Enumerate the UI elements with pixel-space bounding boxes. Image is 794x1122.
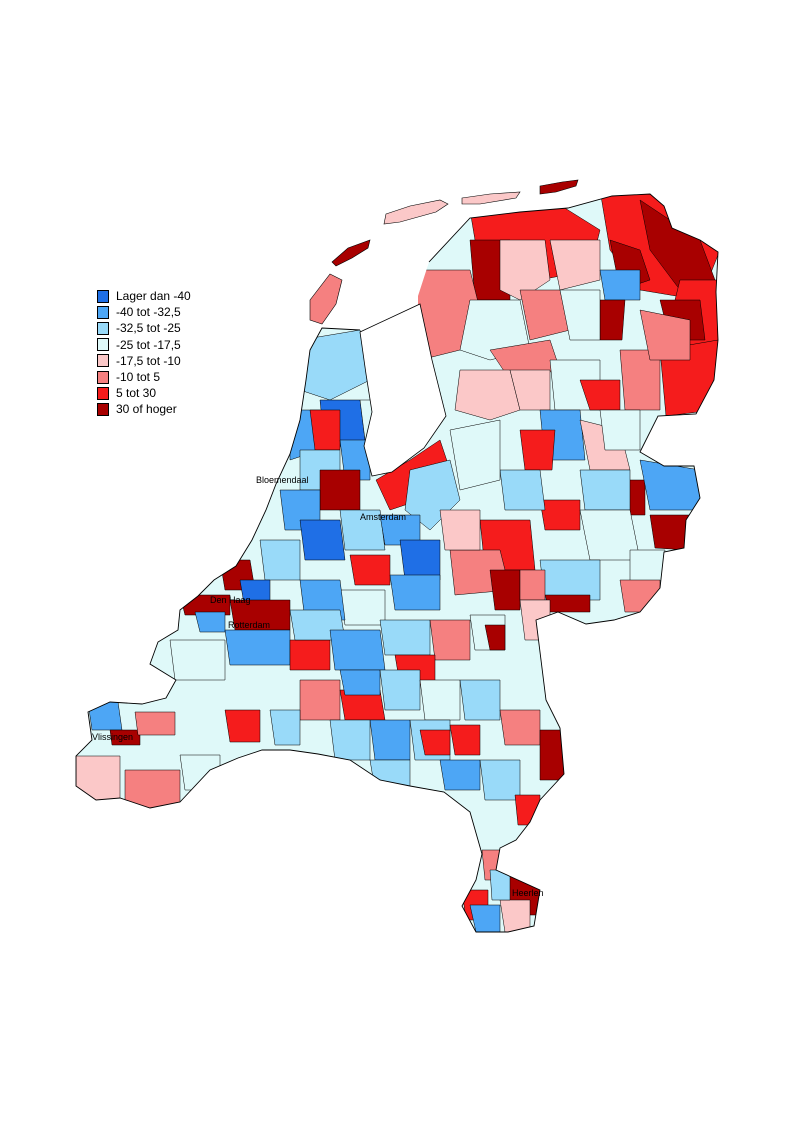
legend-label: -10 tot 5 bbox=[116, 370, 161, 385]
legend-item: -32,5 tot -25 bbox=[97, 320, 191, 336]
legend-swatch bbox=[97, 338, 109, 352]
legend: Lager dan -40 -40 tot -32,5 -32,5 tot -2… bbox=[97, 288, 191, 418]
legend-label: -40 tot -32,5 bbox=[116, 305, 181, 320]
label-amsterdam: Amsterdam bbox=[360, 512, 406, 522]
label-bloemendaal: Bloemendaal bbox=[256, 475, 309, 485]
legend-swatch bbox=[97, 370, 109, 384]
legend-item: 30 of hoger bbox=[97, 401, 191, 417]
legend-label: 30 of hoger bbox=[116, 402, 177, 417]
legend-swatch bbox=[97, 305, 109, 319]
legend-label: Lager dan -40 bbox=[116, 289, 191, 304]
label-heerlen: Heerlen bbox=[512, 888, 544, 898]
legend-swatch bbox=[97, 386, 109, 400]
legend-swatch bbox=[97, 289, 109, 303]
label-vlissingen: Vlissingen bbox=[92, 732, 133, 742]
label-rotterdam: Rotterdam bbox=[228, 620, 270, 630]
legend-swatch bbox=[97, 321, 109, 335]
legend-label: -32,5 tot -25 bbox=[116, 321, 181, 336]
legend-item: -25 tot -17,5 bbox=[97, 337, 191, 353]
legend-swatch bbox=[97, 402, 109, 416]
legend-item: -10 tot 5 bbox=[97, 369, 191, 385]
legend-label: -25 tot -17,5 bbox=[116, 337, 181, 352]
legend-swatch bbox=[97, 354, 109, 368]
legend-item: Lager dan -40 bbox=[97, 288, 191, 304]
legend-label: 5 tot 30 bbox=[116, 386, 157, 401]
label-den-haag: Den Haag bbox=[210, 595, 251, 605]
legend-item: 5 tot 30 bbox=[97, 385, 191, 401]
wadden-islands bbox=[309, 179, 579, 325]
legend-label: -17,5 tot -10 bbox=[116, 353, 181, 368]
legend-item: -40 tot -32,5 bbox=[97, 304, 191, 320]
legend-item: -17,5 tot -10 bbox=[97, 353, 191, 369]
